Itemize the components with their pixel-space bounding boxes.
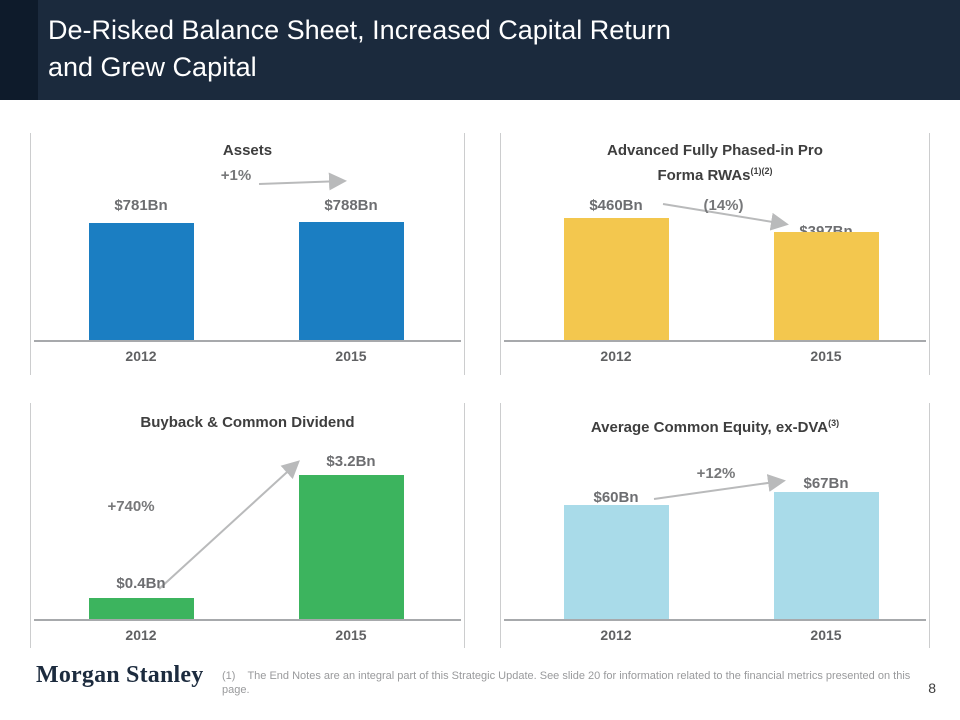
change-label-rwas: (14%) (703, 197, 744, 214)
value-label-2012: $781Bn (114, 197, 168, 214)
footnote-ref: (1)(2) (750, 166, 773, 176)
bar-2015 (774, 492, 879, 620)
slide-title-line1: De-Risked Balance Sheet, Increased Capit… (48, 15, 671, 45)
chart-panel-buyback: Buyback & Common Dividend $3.2Bn +740% $… (30, 403, 465, 648)
change-label-equity: +12% (696, 465, 736, 482)
chart-panel-equity: Average Common Equity, ex-DVA(3) $60Bn +… (500, 403, 930, 648)
bar-2015 (774, 232, 879, 341)
bar-2012 (564, 218, 669, 341)
bar-2015 (299, 475, 404, 620)
year-label-2012: 2012 (125, 348, 157, 364)
value-label-2015: $3.2Bn (326, 453, 376, 470)
change-label-buyback: +740% (107, 498, 155, 515)
year-label-2012: 2012 (600, 348, 632, 364)
year-label-2012: 2012 (600, 627, 632, 643)
chart-panel-rwas: Advanced Fully Phased-in Pro Forma RWAs(… (500, 133, 930, 375)
chart-title-equity-text: Average Common Equity, ex-DVA (590, 419, 829, 436)
bar-2012 (89, 598, 194, 620)
axis-baseline (504, 340, 926, 342)
morgan-stanley-logo: Morgan Stanley (36, 662, 204, 688)
chart-title-rwas-line2: Forma RWAs (657, 167, 751, 184)
value-label-2015: $67Bn (803, 475, 849, 492)
chart-panel-assets: Assets +1% $781Bn $788Bn 2012 2015 (30, 133, 465, 375)
footnote-marker: (1) (222, 670, 236, 682)
axis-baseline (34, 619, 461, 621)
value-label-2015: $788Bn (324, 197, 378, 214)
year-label-2015: 2015 (335, 627, 367, 643)
year-label-2015: 2015 (810, 348, 842, 364)
value-label-2012: $60Bn (593, 489, 639, 506)
year-label-2015: 2015 (810, 627, 842, 643)
header-accent-tab (0, 0, 38, 100)
header: De-Risked Balance Sheet, Increased Capit… (0, 0, 960, 100)
chart-title-rwas: Advanced Fully Phased-in Pro Forma RWAs(… (501, 141, 929, 186)
year-label-2012: 2012 (125, 627, 157, 643)
page-number: 8 (928, 680, 936, 696)
axis-baseline (34, 340, 461, 342)
year-label-2015: 2015 (335, 348, 367, 364)
value-label-2012: $460Bn (589, 197, 643, 214)
slide-title-line2: and Grew Capital (48, 52, 257, 82)
chart-title-equity: Average Common Equity, ex-DVA(3) (501, 413, 929, 438)
footnote-ref: (3) (828, 418, 840, 428)
bar-2012 (564, 505, 669, 620)
footnote-text: The End Notes are an integral part of th… (222, 670, 911, 696)
change-label-assets: +1% (220, 167, 252, 184)
chart-title-buyback: Buyback & Common Dividend (140, 414, 355, 431)
value-label-2012: $0.4Bn (116, 575, 166, 592)
chart-title-rwas-line1: Advanced Fully Phased-in Pro (607, 142, 823, 159)
footnote: (1) The End Notes are an integral part of… (222, 669, 922, 697)
axis-baseline (504, 619, 926, 621)
bar-2012 (89, 223, 194, 341)
slide-title: De-Risked Balance Sheet, Increased Capit… (48, 12, 671, 86)
chart-title-assets: Assets (222, 142, 273, 159)
bar-2015 (299, 222, 404, 341)
